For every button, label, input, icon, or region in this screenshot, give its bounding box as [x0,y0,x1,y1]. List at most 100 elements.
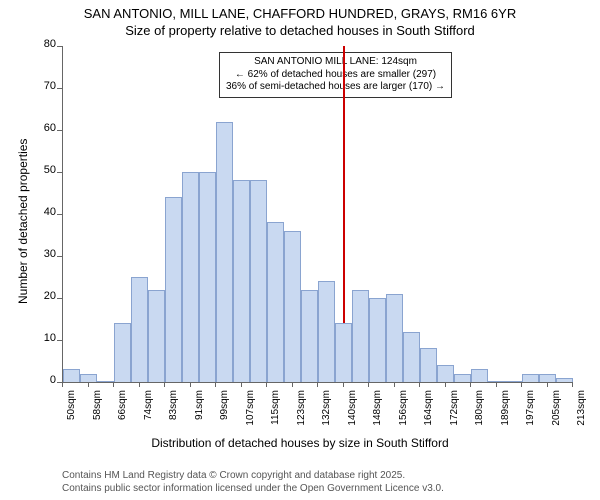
y-tick-label: 10 [26,332,56,344]
histogram-bar [80,374,97,382]
x-tick-label: 91sqm [194,390,205,430]
y-tick-mark [57,298,62,299]
x-tick-mark [113,382,114,387]
x-tick-label: 197sqm [525,390,536,430]
x-tick-mark [521,382,522,387]
x-tick-label: 189sqm [500,390,511,430]
histogram-bar [199,172,216,382]
histogram-bar [369,298,386,382]
x-tick-mark [266,382,267,387]
histogram-bar [148,290,165,382]
annotation-line2: ← 62% of detached houses are smaller (29… [226,69,445,82]
y-tick-label: 30 [26,248,56,260]
histogram-bar [318,281,335,382]
x-axis-label: Distribution of detached houses by size … [0,436,600,450]
annotation-line3: 36% of semi-detached houses are larger (… [226,81,445,94]
x-tick-mark [343,382,344,387]
y-tick-label: 70 [26,80,56,92]
footer: Contains HM Land Registry data © Crown c… [62,470,444,495]
histogram-bar [454,374,471,382]
y-tick-label: 20 [26,290,56,302]
histogram-bar [352,290,369,382]
annotation-box: SAN ANTONIO MILL LANE: 124sqm ← 62% of d… [219,52,452,98]
title-line2: Size of property relative to detached ho… [0,23,600,40]
y-tick-label: 60 [26,122,56,134]
x-tick-label: 180sqm [474,390,485,430]
x-tick-label: 148sqm [372,390,383,430]
x-tick-label: 99sqm [219,390,230,430]
x-tick-label: 66sqm [117,390,128,430]
title-line1: SAN ANTONIO, MILL LANE, CHAFFORD HUNDRED… [0,6,600,23]
x-tick-label: 50sqm [66,390,77,430]
histogram-bar [403,332,420,382]
x-tick-label: 205sqm [551,390,562,430]
footer-line2: Contains public sector information licen… [62,483,444,496]
x-tick-label: 58sqm [92,390,103,430]
x-tick-mark [139,382,140,387]
x-tick-mark [317,382,318,387]
histogram-bar [97,381,114,382]
x-tick-label: 132sqm [321,390,332,430]
y-tick-label: 0 [26,374,56,386]
x-tick-mark [419,382,420,387]
histogram-bar [250,180,267,382]
x-tick-mark [368,382,369,387]
chart-container: SAN ANTONIO, MILL LANE, CHAFFORD HUNDRED… [0,0,600,500]
plot-area: SAN ANTONIO MILL LANE: 124sqm ← 62% of d… [62,46,573,383]
x-tick-mark [164,382,165,387]
y-tick-label: 80 [26,38,56,50]
x-tick-label: 156sqm [398,390,409,430]
histogram-bar [216,122,233,382]
x-tick-mark [394,382,395,387]
y-tick-mark [57,130,62,131]
footer-line1: Contains HM Land Registry data © Crown c… [62,470,444,483]
x-tick-mark [241,382,242,387]
x-tick-mark [215,382,216,387]
x-tick-label: 107sqm [245,390,256,430]
x-tick-label: 83sqm [168,390,179,430]
x-tick-mark [572,382,573,387]
histogram-bar [267,222,284,382]
y-tick-label: 40 [26,206,56,218]
y-tick-mark [57,256,62,257]
y-tick-label: 50 [26,164,56,176]
x-tick-label: 213sqm [576,390,587,430]
y-tick-mark [57,214,62,215]
histogram-bar [471,369,488,382]
x-tick-label: 140sqm [347,390,358,430]
x-tick-label: 172sqm [449,390,460,430]
chart-title: SAN ANTONIO, MILL LANE, CHAFFORD HUNDRED… [0,6,600,40]
x-tick-label: 164sqm [423,390,434,430]
x-tick-label: 74sqm [143,390,154,430]
histogram-bar [233,180,250,382]
histogram-bar [114,323,131,382]
y-tick-mark [57,88,62,89]
histogram-bar [284,231,301,382]
x-tick-mark [88,382,89,387]
histogram-bar [420,348,437,382]
histogram-bar [63,369,80,382]
histogram-bar [437,365,454,382]
histogram-bar [522,374,539,382]
x-tick-mark [62,382,63,387]
x-tick-label: 123sqm [296,390,307,430]
x-tick-mark [190,382,191,387]
histogram-bar [335,323,352,382]
histogram-bar [505,381,522,382]
x-tick-mark [470,382,471,387]
x-tick-mark [445,382,446,387]
histogram-bar [165,197,182,382]
x-tick-mark [547,382,548,387]
x-tick-label: 115sqm [270,390,281,430]
histogram-bar [556,378,573,382]
y-tick-mark [57,46,62,47]
histogram-bar [182,172,199,382]
histogram-bar [301,290,318,382]
y-tick-mark [57,172,62,173]
histogram-bar [386,294,403,382]
histogram-bar [539,374,556,382]
histogram-bar [488,381,505,382]
y-tick-mark [57,340,62,341]
annotation-line1: SAN ANTONIO MILL LANE: 124sqm [226,56,445,69]
x-tick-mark [292,382,293,387]
